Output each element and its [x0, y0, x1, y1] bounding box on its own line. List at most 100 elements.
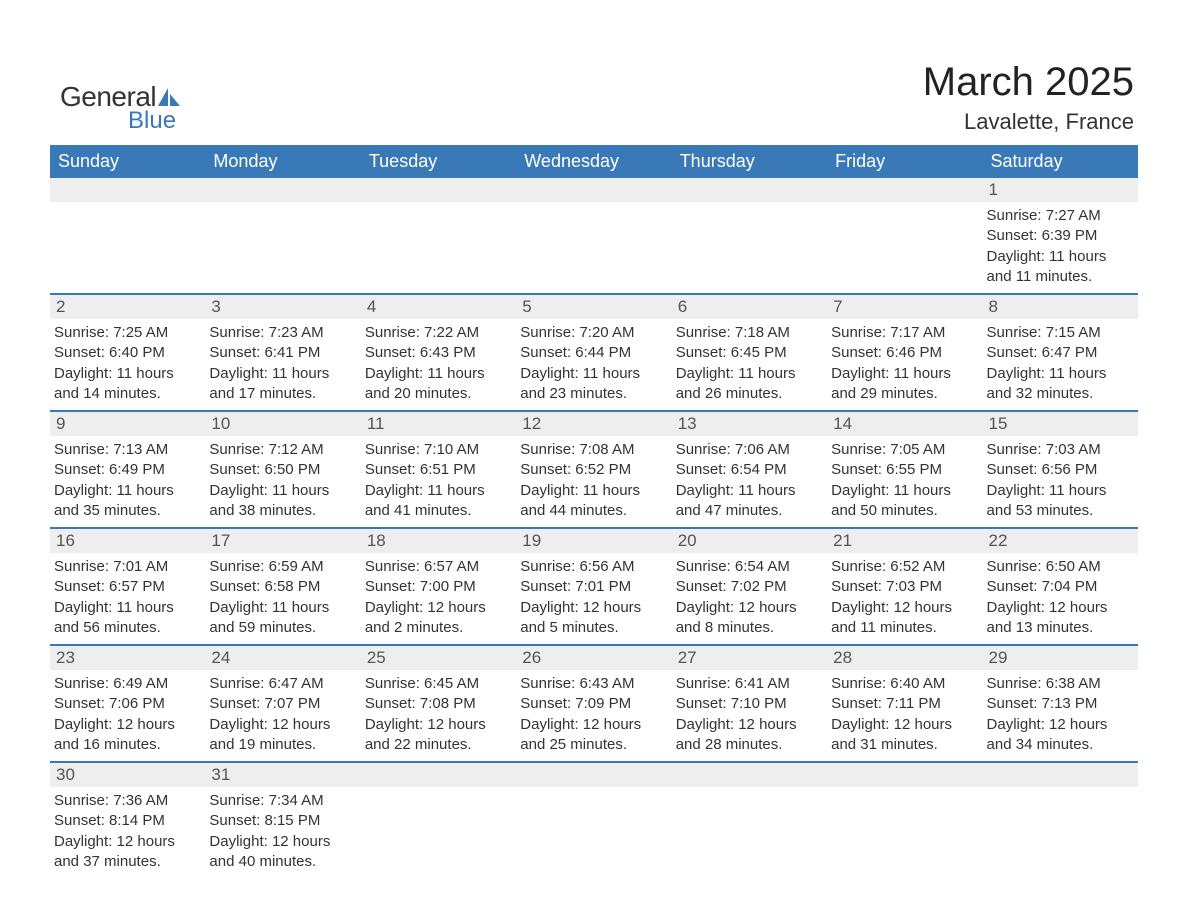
- day-number: 8: [983, 295, 1138, 319]
- day-cell: [205, 178, 360, 293]
- daylight-text-1: Daylight: 11 hours: [676, 481, 823, 501]
- day-number: 6: [672, 295, 827, 319]
- day-number: 1: [983, 178, 1138, 202]
- sunset-text: Sunset: 7:07 PM: [209, 694, 356, 714]
- sunset-text: Sunset: 7:11 PM: [831, 694, 978, 714]
- day-header-friday: Friday: [827, 145, 982, 178]
- daylight-text-1: Daylight: 11 hours: [54, 481, 201, 501]
- sunset-text: Sunset: 6:57 PM: [54, 577, 201, 597]
- day-content: Sunrise: 6:49 AMSunset: 7:06 PMDaylight:…: [50, 670, 205, 761]
- header: General Blue March 2025 Lavalette, Franc…: [50, 60, 1138, 135]
- day-cell: 11Sunrise: 7:10 AMSunset: 6:51 PMDayligh…: [361, 412, 516, 527]
- day-content: Sunrise: 7:03 AMSunset: 6:56 PMDaylight:…: [983, 436, 1138, 527]
- day-number: 4: [361, 295, 516, 319]
- daylight-text-2: and 50 minutes.: [831, 501, 978, 521]
- daylight-text-2: and 35 minutes.: [54, 501, 201, 521]
- sunrise-text: Sunrise: 6:49 AM: [54, 674, 201, 694]
- day-header-saturday: Saturday: [983, 145, 1138, 178]
- day-number: 30: [50, 763, 205, 787]
- day-cell: [827, 763, 982, 878]
- day-number: [516, 763, 671, 787]
- sunset-text: Sunset: 7:08 PM: [365, 694, 512, 714]
- daylight-text-2: and 14 minutes.: [54, 384, 201, 404]
- daylight-text-1: Daylight: 11 hours: [520, 364, 667, 384]
- day-number: 16: [50, 529, 205, 553]
- day-cell: 13Sunrise: 7:06 AMSunset: 6:54 PMDayligh…: [672, 412, 827, 527]
- daylight-text-1: Daylight: 12 hours: [54, 715, 201, 735]
- sunrise-text: Sunrise: 7:36 AM: [54, 791, 201, 811]
- daylight-text-2: and 40 minutes.: [209, 852, 356, 872]
- sunrise-text: Sunrise: 7:23 AM: [209, 323, 356, 343]
- daylight-text-2: and 11 minutes.: [987, 267, 1134, 287]
- daylight-text-2: and 8 minutes.: [676, 618, 823, 638]
- day-cell: [516, 178, 671, 293]
- location-label: Lavalette, France: [923, 109, 1134, 135]
- day-cell: [827, 178, 982, 293]
- sunset-text: Sunset: 6:52 PM: [520, 460, 667, 480]
- day-number: 24: [205, 646, 360, 670]
- daylight-text-1: Daylight: 11 hours: [209, 364, 356, 384]
- week-row: 2Sunrise: 7:25 AMSunset: 6:40 PMDaylight…: [50, 293, 1138, 410]
- day-content: Sunrise: 7:27 AMSunset: 6:39 PMDaylight:…: [983, 202, 1138, 293]
- day-content: [516, 787, 671, 857]
- sunset-text: Sunset: 6:56 PM: [987, 460, 1134, 480]
- sunrise-text: Sunrise: 6:59 AM: [209, 557, 356, 577]
- logo: General Blue: [60, 81, 182, 135]
- sunset-text: Sunset: 6:44 PM: [520, 343, 667, 363]
- daylight-text-2: and 41 minutes.: [365, 501, 512, 521]
- sunrise-text: Sunrise: 7:03 AM: [987, 440, 1134, 460]
- day-number: 9: [50, 412, 205, 436]
- daylight-text-1: Daylight: 11 hours: [987, 481, 1134, 501]
- sunrise-text: Sunrise: 6:54 AM: [676, 557, 823, 577]
- day-content: Sunrise: 6:50 AMSunset: 7:04 PMDaylight:…: [983, 553, 1138, 644]
- daylight-text-1: Daylight: 12 hours: [676, 598, 823, 618]
- day-number: 17: [205, 529, 360, 553]
- sunset-text: Sunset: 7:13 PM: [987, 694, 1134, 714]
- sunset-text: Sunset: 7:01 PM: [520, 577, 667, 597]
- day-content: Sunrise: 6:56 AMSunset: 7:01 PMDaylight:…: [516, 553, 671, 644]
- day-number: 18: [361, 529, 516, 553]
- day-number: 13: [672, 412, 827, 436]
- sunrise-text: Sunrise: 7:06 AM: [676, 440, 823, 460]
- day-number: 15: [983, 412, 1138, 436]
- sunrise-text: Sunrise: 7:20 AM: [520, 323, 667, 343]
- daylight-text-2: and 26 minutes.: [676, 384, 823, 404]
- daylight-text-2: and 29 minutes.: [831, 384, 978, 404]
- daylight-text-2: and 31 minutes.: [831, 735, 978, 755]
- daylight-text-1: Daylight: 11 hours: [54, 598, 201, 618]
- daylight-text-2: and 53 minutes.: [987, 501, 1134, 521]
- month-title: March 2025: [923, 60, 1134, 105]
- sunrise-text: Sunrise: 6:50 AM: [987, 557, 1134, 577]
- daylight-text-2: and 34 minutes.: [987, 735, 1134, 755]
- day-content: Sunrise: 6:47 AMSunset: 7:07 PMDaylight:…: [205, 670, 360, 761]
- sunrise-text: Sunrise: 6:52 AM: [831, 557, 978, 577]
- day-number: 3: [205, 295, 360, 319]
- day-content: Sunrise: 7:06 AMSunset: 6:54 PMDaylight:…: [672, 436, 827, 527]
- day-cell: 12Sunrise: 7:08 AMSunset: 6:52 PMDayligh…: [516, 412, 671, 527]
- day-number: [516, 178, 671, 202]
- sunrise-text: Sunrise: 6:38 AM: [987, 674, 1134, 694]
- daylight-text-2: and 28 minutes.: [676, 735, 823, 755]
- daylight-text-2: and 25 minutes.: [520, 735, 667, 755]
- weeks-container: 1Sunrise: 7:27 AMSunset: 6:39 PMDaylight…: [50, 178, 1138, 878]
- day-number: 28: [827, 646, 982, 670]
- sunset-text: Sunset: 6:50 PM: [209, 460, 356, 480]
- day-number: 11: [361, 412, 516, 436]
- day-content: [361, 202, 516, 272]
- day-cell: 6Sunrise: 7:18 AMSunset: 6:45 PMDaylight…: [672, 295, 827, 410]
- day-cell: 10Sunrise: 7:12 AMSunset: 6:50 PMDayligh…: [205, 412, 360, 527]
- day-content: [50, 202, 205, 272]
- sunset-text: Sunset: 6:55 PM: [831, 460, 978, 480]
- day-header-thursday: Thursday: [672, 145, 827, 178]
- sunrise-text: Sunrise: 7:25 AM: [54, 323, 201, 343]
- day-cell: 8Sunrise: 7:15 AMSunset: 6:47 PMDaylight…: [983, 295, 1138, 410]
- day-number: 7: [827, 295, 982, 319]
- daylight-text-1: Daylight: 11 hours: [831, 481, 978, 501]
- sunrise-text: Sunrise: 7:22 AM: [365, 323, 512, 343]
- daylight-text-2: and 2 minutes.: [365, 618, 512, 638]
- daylight-text-1: Daylight: 12 hours: [209, 715, 356, 735]
- day-cell: 19Sunrise: 6:56 AMSunset: 7:01 PMDayligh…: [516, 529, 671, 644]
- day-cell: 25Sunrise: 6:45 AMSunset: 7:08 PMDayligh…: [361, 646, 516, 761]
- daylight-text-2: and 5 minutes.: [520, 618, 667, 638]
- daylight-text-2: and 38 minutes.: [209, 501, 356, 521]
